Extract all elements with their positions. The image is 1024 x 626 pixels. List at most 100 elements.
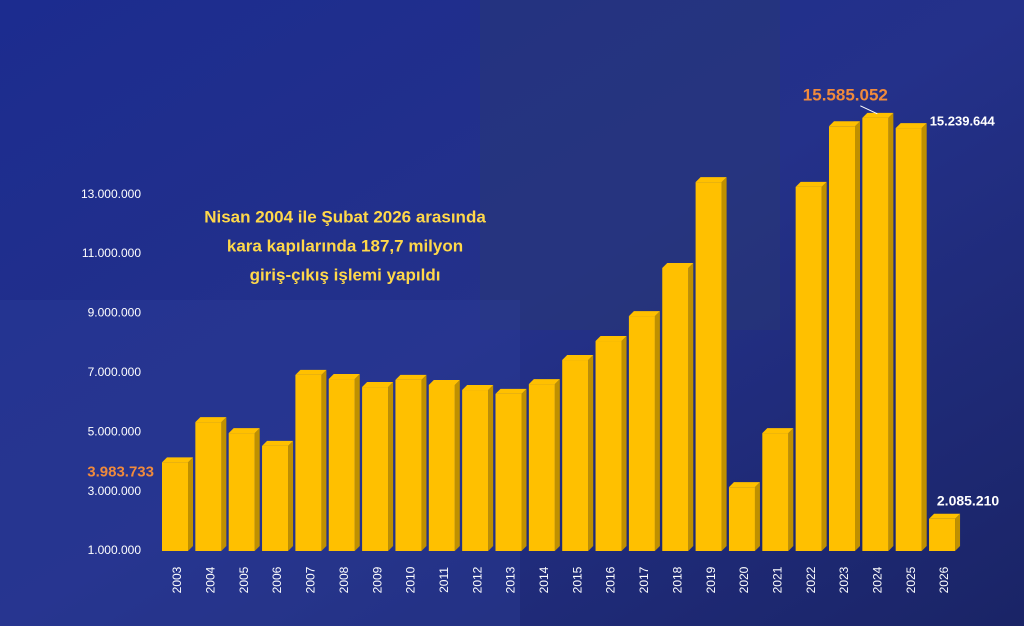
bar bbox=[929, 518, 956, 551]
bar-side bbox=[588, 355, 594, 551]
bar-side bbox=[288, 440, 294, 551]
bar-top bbox=[862, 112, 894, 118]
bar bbox=[762, 433, 789, 551]
bar-top bbox=[362, 382, 394, 388]
bar-top bbox=[295, 369, 327, 375]
bar bbox=[862, 117, 889, 552]
bar-top bbox=[562, 355, 594, 361]
bar bbox=[262, 445, 289, 551]
x-tick-label: 2005 bbox=[237, 566, 251, 593]
x-tick-label: 2016 bbox=[604, 566, 618, 593]
bar-top bbox=[162, 457, 193, 463]
bar-top bbox=[528, 379, 560, 385]
tree-shade bbox=[480, 0, 780, 330]
bar-side bbox=[754, 482, 760, 551]
bar-side bbox=[521, 388, 527, 551]
bar-side bbox=[821, 181, 827, 552]
bar-top bbox=[762, 428, 794, 434]
x-tick-label: 2014 bbox=[537, 566, 551, 593]
bar-side bbox=[321, 369, 327, 551]
x-tick-label: 2010 bbox=[404, 566, 418, 593]
bar bbox=[195, 422, 222, 551]
x-tick-label: 2011 bbox=[437, 567, 451, 593]
bar-top bbox=[462, 385, 494, 391]
bar bbox=[795, 186, 822, 552]
bar-side bbox=[721, 177, 727, 551]
bar bbox=[562, 360, 589, 551]
x-tick-label: 2019 bbox=[704, 566, 718, 593]
bar bbox=[328, 379, 355, 551]
y-tick-label: 1.000.000 bbox=[88, 543, 142, 557]
bar-top bbox=[395, 374, 427, 380]
bar-side bbox=[888, 112, 894, 551]
y-tick-label: 5.000.000 bbox=[88, 424, 142, 438]
bar-top bbox=[929, 513, 961, 519]
bar bbox=[428, 384, 455, 551]
bar-side bbox=[654, 311, 660, 551]
bar bbox=[162, 462, 188, 551]
x-tick-label: 2012 bbox=[470, 566, 484, 593]
bar-side bbox=[554, 379, 560, 551]
annotation: kara kapılarında 187,7 milyon bbox=[227, 236, 463, 255]
leader-line bbox=[860, 105, 878, 115]
bar-side bbox=[921, 123, 927, 551]
x-tick-label: 2003 bbox=[170, 566, 184, 593]
annotation: Nisan 2004 ile Şubat 2026 arasında bbox=[204, 207, 486, 226]
bar bbox=[595, 341, 622, 551]
x-tick-label: 2023 bbox=[837, 566, 851, 593]
x-tick-label: 2021 bbox=[770, 566, 784, 593]
x-tick-label: 2007 bbox=[304, 566, 318, 593]
bar-side bbox=[454, 379, 460, 551]
value-label: 3.983.733 bbox=[87, 463, 154, 480]
x-tick-label: 2026 bbox=[937, 566, 951, 593]
bar-side bbox=[421, 374, 427, 551]
bar-top bbox=[829, 121, 860, 127]
bar-top bbox=[195, 417, 227, 423]
bar bbox=[495, 393, 522, 551]
bar-side bbox=[621, 336, 627, 551]
bar-top bbox=[728, 482, 760, 488]
bar-top bbox=[495, 388, 527, 394]
bar-side bbox=[955, 513, 961, 551]
bar bbox=[895, 128, 922, 551]
x-tick-label: 2009 bbox=[370, 566, 384, 593]
y-tick-label: 3.000.000 bbox=[88, 484, 142, 498]
bar-top bbox=[228, 428, 260, 434]
bar bbox=[695, 182, 722, 551]
y-tick-label: 13.000.000 bbox=[81, 187, 141, 201]
bar-top bbox=[628, 311, 660, 317]
bar-side bbox=[855, 121, 860, 551]
bar-top bbox=[595, 336, 627, 342]
x-tick-label: 2013 bbox=[504, 566, 518, 593]
x-tick-label: 2018 bbox=[670, 566, 684, 593]
bar bbox=[462, 390, 489, 551]
bar-side bbox=[388, 382, 394, 551]
y-tick-label: 9.000.000 bbox=[88, 306, 142, 320]
bar-top bbox=[895, 123, 927, 129]
bar bbox=[662, 267, 689, 551]
bar-top bbox=[695, 177, 727, 183]
bar bbox=[395, 379, 422, 551]
bar-side bbox=[788, 428, 794, 551]
bar-side bbox=[254, 428, 260, 551]
x-tick-label: 2004 bbox=[204, 566, 218, 593]
value-label: 2.085.210 bbox=[937, 492, 999, 508]
x-tick-label: 2022 bbox=[804, 566, 818, 593]
bar bbox=[628, 316, 655, 551]
bar bbox=[528, 384, 555, 551]
x-tick-label: 2006 bbox=[270, 566, 284, 593]
bar bbox=[829, 126, 855, 551]
bar-top bbox=[262, 440, 294, 446]
x-tick-label: 2008 bbox=[337, 566, 351, 593]
annotation: giriş-çıkış işlemi yapıldı bbox=[250, 265, 441, 284]
x-tick-label: 2017 bbox=[637, 566, 651, 593]
bar-side bbox=[221, 417, 227, 551]
y-tick-label: 7.000.000 bbox=[88, 365, 142, 379]
x-tick-label: 2025 bbox=[904, 566, 918, 593]
bar bbox=[295, 374, 322, 551]
bar-side bbox=[354, 374, 360, 551]
bar-top bbox=[328, 374, 360, 380]
value-label: 15.239.644 bbox=[930, 114, 996, 129]
bar-top bbox=[428, 379, 460, 385]
